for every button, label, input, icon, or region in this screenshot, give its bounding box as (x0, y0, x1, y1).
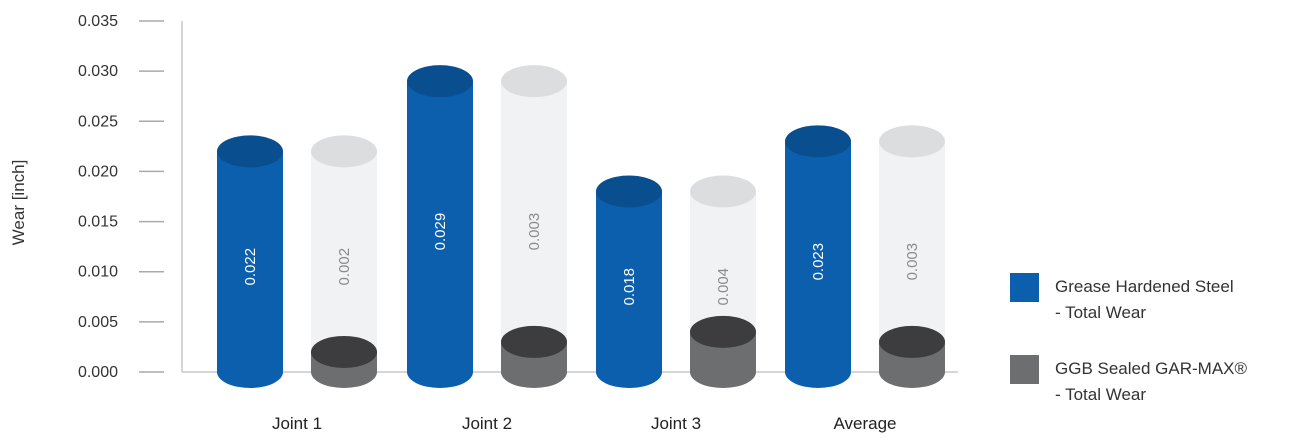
y-tick-label: 0.005 (78, 314, 118, 331)
bar-ghost-top (879, 125, 945, 158)
legend-entry: Grease Hardened Steel - Total Wear (1010, 273, 1234, 322)
bar-ggb-sealed-gar-max: 0.003 (879, 125, 945, 388)
y-tick-label: 0.010 (78, 264, 118, 281)
bar-ghost-top (501, 65, 567, 98)
bar-ggb-sealed-gar-max: 0.003 (501, 65, 567, 388)
bar-value-label: 0.003 (526, 213, 543, 251)
bar-top (879, 325, 945, 358)
bar-ggb-sealed-gar-max: 0.002 (311, 135, 377, 388)
bar-value-label: 0.002 (336, 248, 353, 286)
bars: 0.022 0.002 0.029 0.003 0.018 0.004 0.023 0.003 (217, 65, 945, 388)
bar-grease-hardened-steel: 0.022 (217, 135, 283, 388)
bar-value-label: 0.022 (242, 248, 259, 286)
y-tick-label: 0.030 (78, 63, 118, 80)
bar-ghost-body (501, 81, 567, 373)
y-tick-label: 0.015 (78, 214, 118, 231)
y-tick-label: 0.000 (78, 364, 118, 381)
legend-label: - Total Wear (1055, 385, 1146, 404)
y-tick-label: 0.025 (78, 113, 118, 130)
bar-value-label: 0.023 (810, 243, 827, 281)
axes: 0.000 0.005 0.010 0.015 0.020 0.025 0.030 0.035… (9, 13, 958, 433)
y-axis-label: Wear [inch] (9, 160, 28, 246)
bar-bottom (785, 356, 851, 388)
bar-value-label: 0.018 (621, 268, 638, 306)
legend-swatch (1010, 273, 1039, 302)
bar-grease-hardened-steel: 0.018 (596, 175, 662, 388)
x-category-label: Average (833, 414, 896, 433)
legend-label: - Total Wear (1055, 303, 1146, 322)
bar-value-label: 0.003 (904, 243, 921, 281)
bar-ghost-top (690, 175, 756, 208)
bar-body (596, 191, 662, 372)
bar-top (690, 315, 756, 348)
bar-grease-hardened-steel: 0.029 (407, 65, 473, 388)
bar-top (596, 175, 662, 208)
bar-top (407, 65, 473, 98)
bar-top (785, 125, 851, 158)
bar-bottom (690, 356, 756, 388)
x-category-label: Joint 2 (462, 414, 512, 433)
bar-top (311, 335, 377, 368)
bar-top (217, 135, 283, 168)
bar-bottom (501, 356, 567, 388)
x-category-label: Joint 1 (272, 414, 322, 433)
bar-value-label: 0.029 (432, 213, 449, 251)
legend-label: Grease Hardened Steel (1055, 277, 1234, 296)
bar-body (785, 141, 851, 372)
legend-label: GGB Sealed GAR-MAX® (1055, 359, 1248, 378)
bar-bottom (879, 356, 945, 388)
bar-bottom (407, 356, 473, 388)
x-category-label: Joint 3 (651, 414, 701, 433)
bar-top (501, 325, 567, 358)
bar-body (407, 81, 473, 373)
legend-swatch (1010, 355, 1039, 384)
bar-bottom (217, 356, 283, 388)
bar-ggb-sealed-gar-max: 0.004 (690, 175, 756, 388)
bar-bottom (596, 356, 662, 388)
legend-entry: GGB Sealed GAR-MAX® - Total Wear (1010, 355, 1248, 404)
bar-value-label: 0.004 (715, 268, 732, 306)
bar-ghost-top (311, 135, 377, 168)
y-tick-label: 0.035 (78, 13, 118, 30)
bar-grease-hardened-steel: 0.023 (785, 125, 851, 388)
bar-body (217, 151, 283, 372)
bar-ghost-body (311, 151, 377, 372)
y-tick-label: 0.020 (78, 163, 118, 180)
